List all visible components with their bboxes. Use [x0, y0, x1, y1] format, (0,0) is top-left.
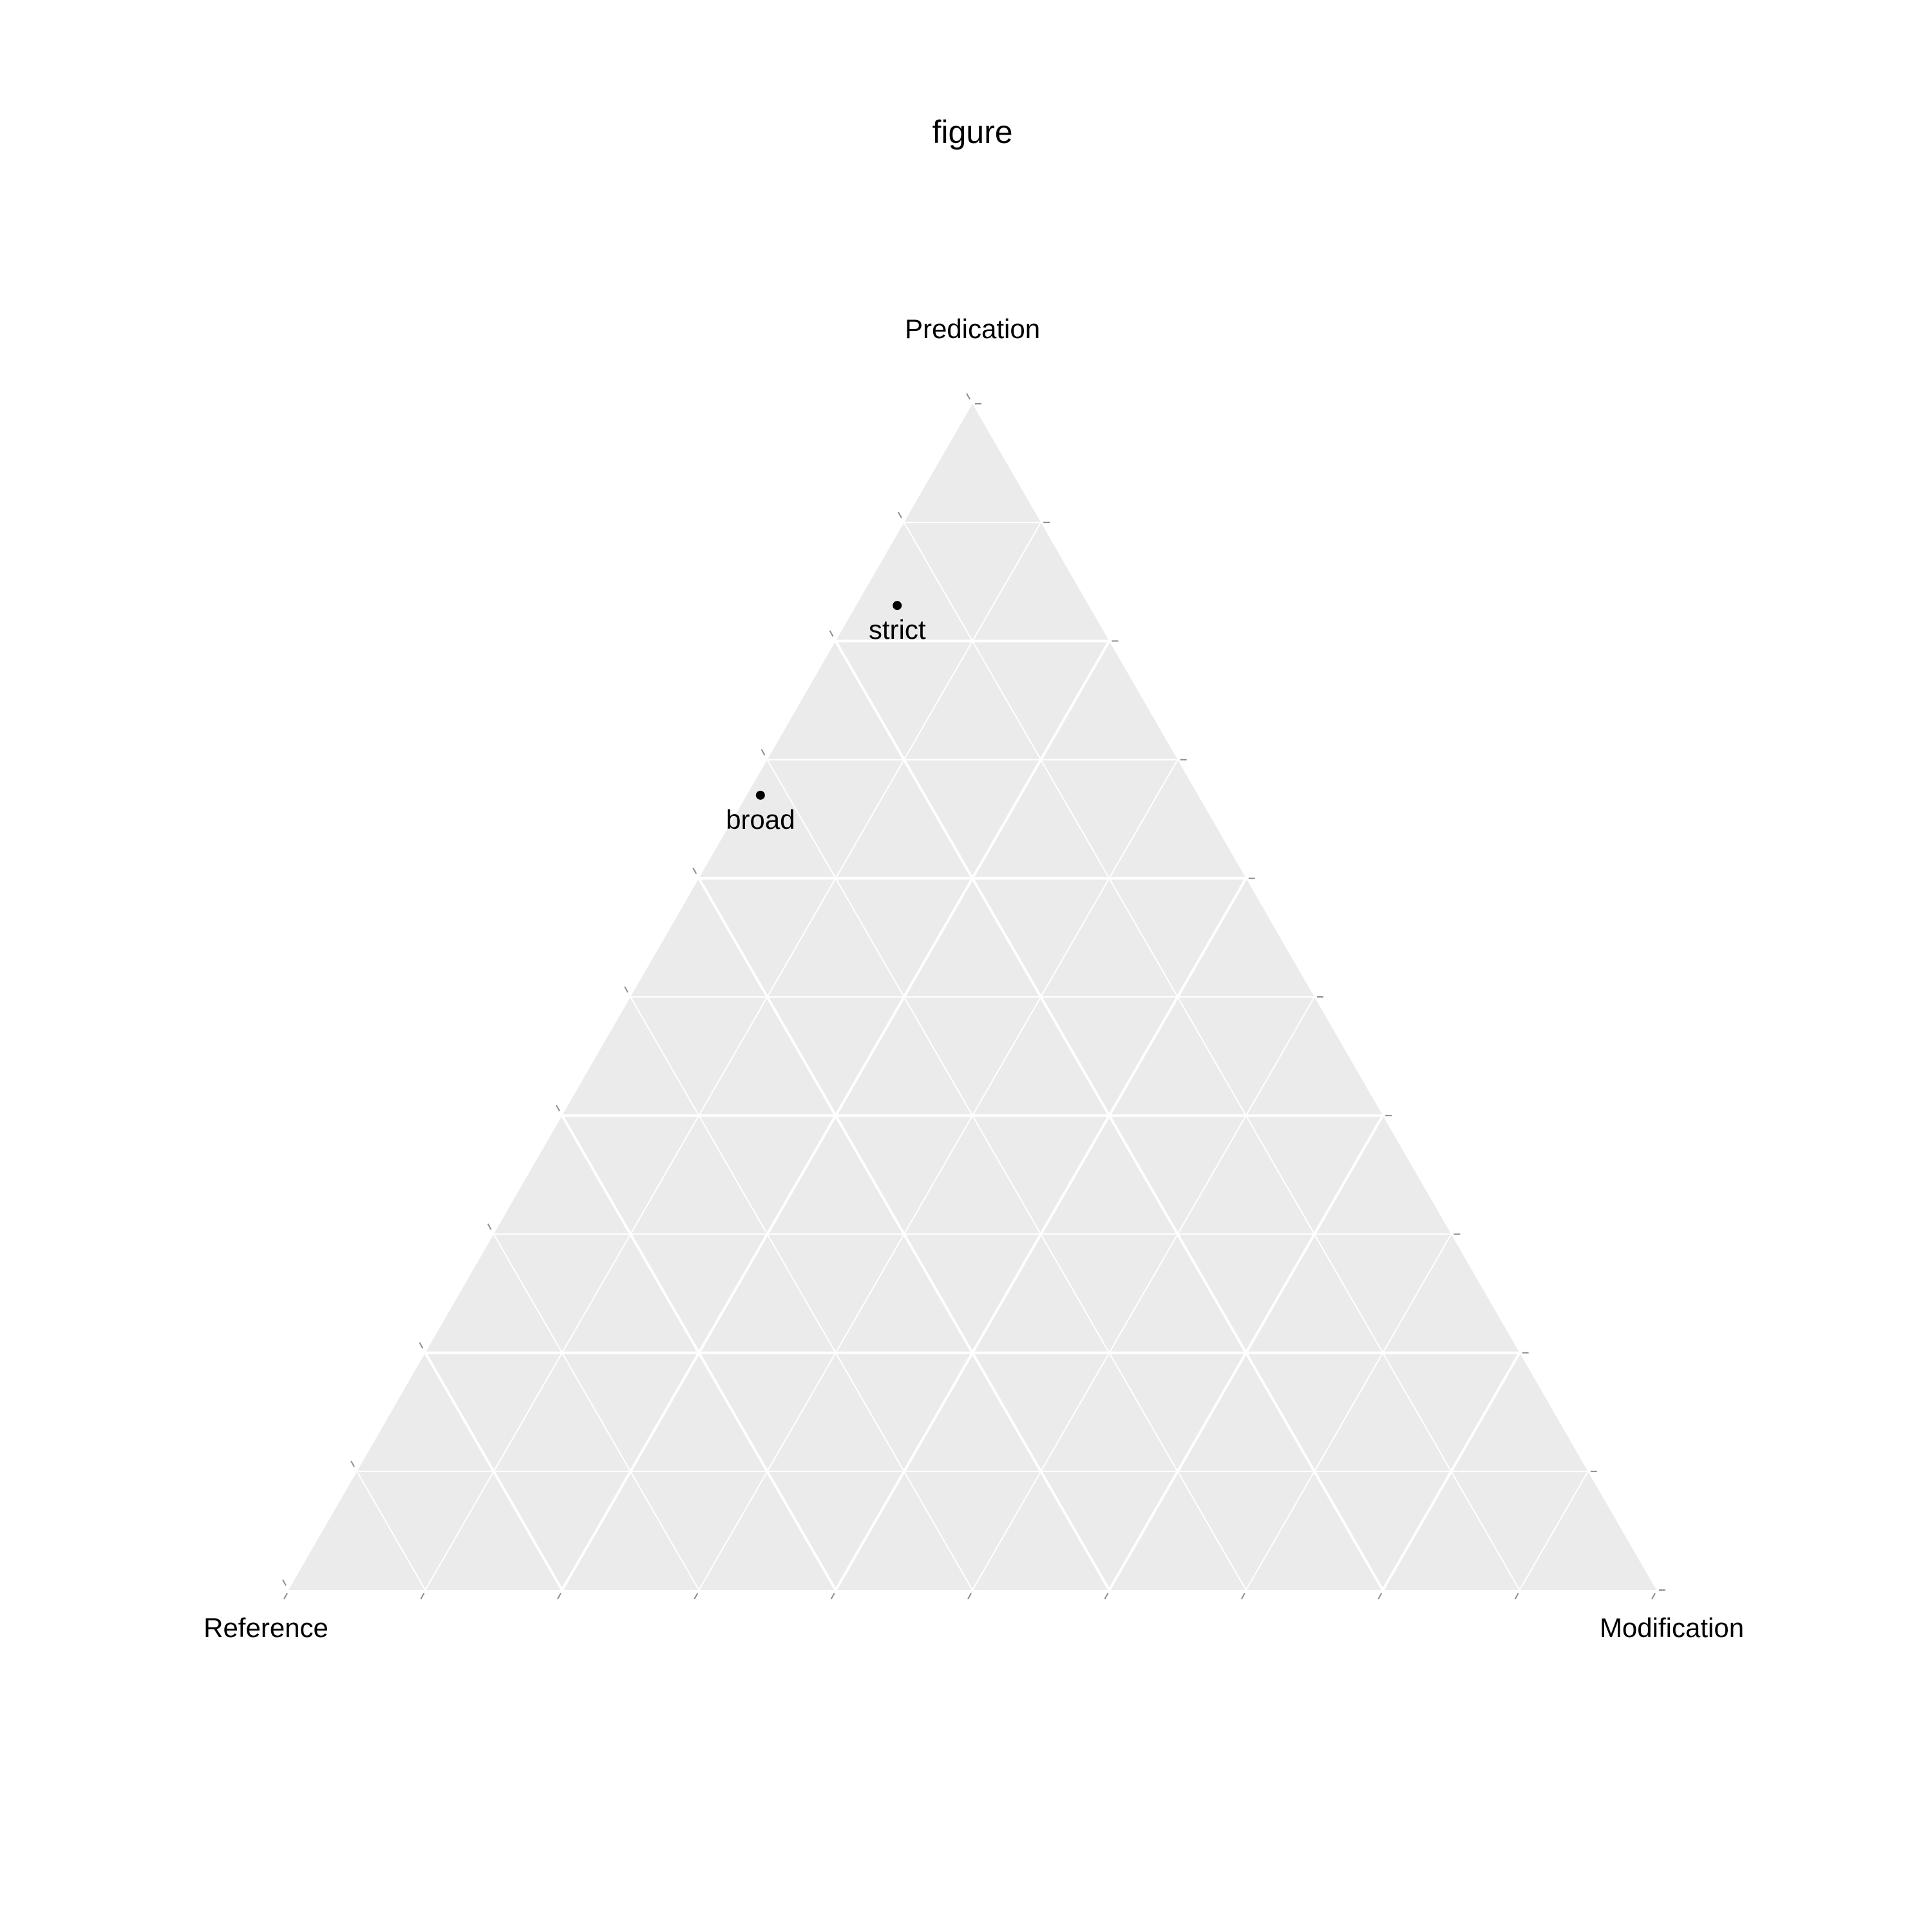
tick-reference — [282, 1579, 287, 1586]
grid-line-modification — [698, 759, 1179, 1591]
grid-major — [424, 639, 1521, 1591]
vertex-label-left: Reference — [204, 1613, 328, 1643]
tick-modification — [830, 1593, 835, 1600]
tick-modification — [1104, 1593, 1109, 1600]
grid-line-reference — [630, 996, 973, 1591]
grid-line-modification — [834, 877, 1247, 1591]
grid-line-modification — [1519, 1471, 1589, 1591]
tick-modification — [420, 1593, 425, 1600]
tick-modification — [1240, 1593, 1245, 1600]
grid-minor — [356, 522, 1589, 1591]
tick-reference — [624, 986, 629, 993]
data-point-label: strict — [869, 614, 926, 645]
data-points: strict broad — [726, 601, 926, 835]
grid-line-modification — [972, 996, 1315, 1591]
grid-line-modification — [1381, 1352, 1521, 1591]
tick-reference — [897, 511, 902, 518]
grid-line-reference — [356, 1471, 426, 1591]
grid-line-modification — [1245, 1233, 1452, 1591]
chart-title: figure — [932, 114, 1012, 150]
data-point — [755, 790, 765, 800]
tick-reference — [419, 1342, 424, 1349]
data-point-label: broad — [726, 804, 795, 835]
grid-line-reference — [493, 1233, 700, 1591]
tick-modification — [967, 1593, 972, 1600]
tick-modification — [1378, 1593, 1383, 1600]
grid-line-reference — [561, 1115, 837, 1591]
tick-modification — [556, 1593, 562, 1600]
vertex-label-right: Modification — [1600, 1613, 1744, 1643]
tick-modification — [694, 1593, 699, 1600]
grid-line-reference — [766, 759, 1247, 1591]
tick-reference — [829, 630, 834, 637]
tick-modification — [1651, 1593, 1656, 1600]
tick-modification — [283, 1593, 288, 1600]
grid-line-modification — [1108, 1115, 1384, 1591]
tick-reference — [487, 1223, 492, 1230]
tick-reference — [761, 749, 766, 756]
tick-reference — [692, 867, 697, 875]
axis-ticks — [282, 393, 1665, 1600]
grid-line-reference — [424, 1352, 564, 1591]
grid-line-reference — [903, 522, 1520, 1591]
tick-modification — [1514, 1593, 1519, 1600]
grid-line-reference — [697, 877, 1111, 1591]
tick-reference — [966, 393, 971, 400]
tick-reference — [555, 1104, 560, 1112]
data-point — [893, 601, 902, 611]
vertex-label-top: Predication — [905, 314, 1040, 344]
grid-line-modification — [424, 522, 1042, 1591]
tick-reference — [350, 1461, 355, 1468]
